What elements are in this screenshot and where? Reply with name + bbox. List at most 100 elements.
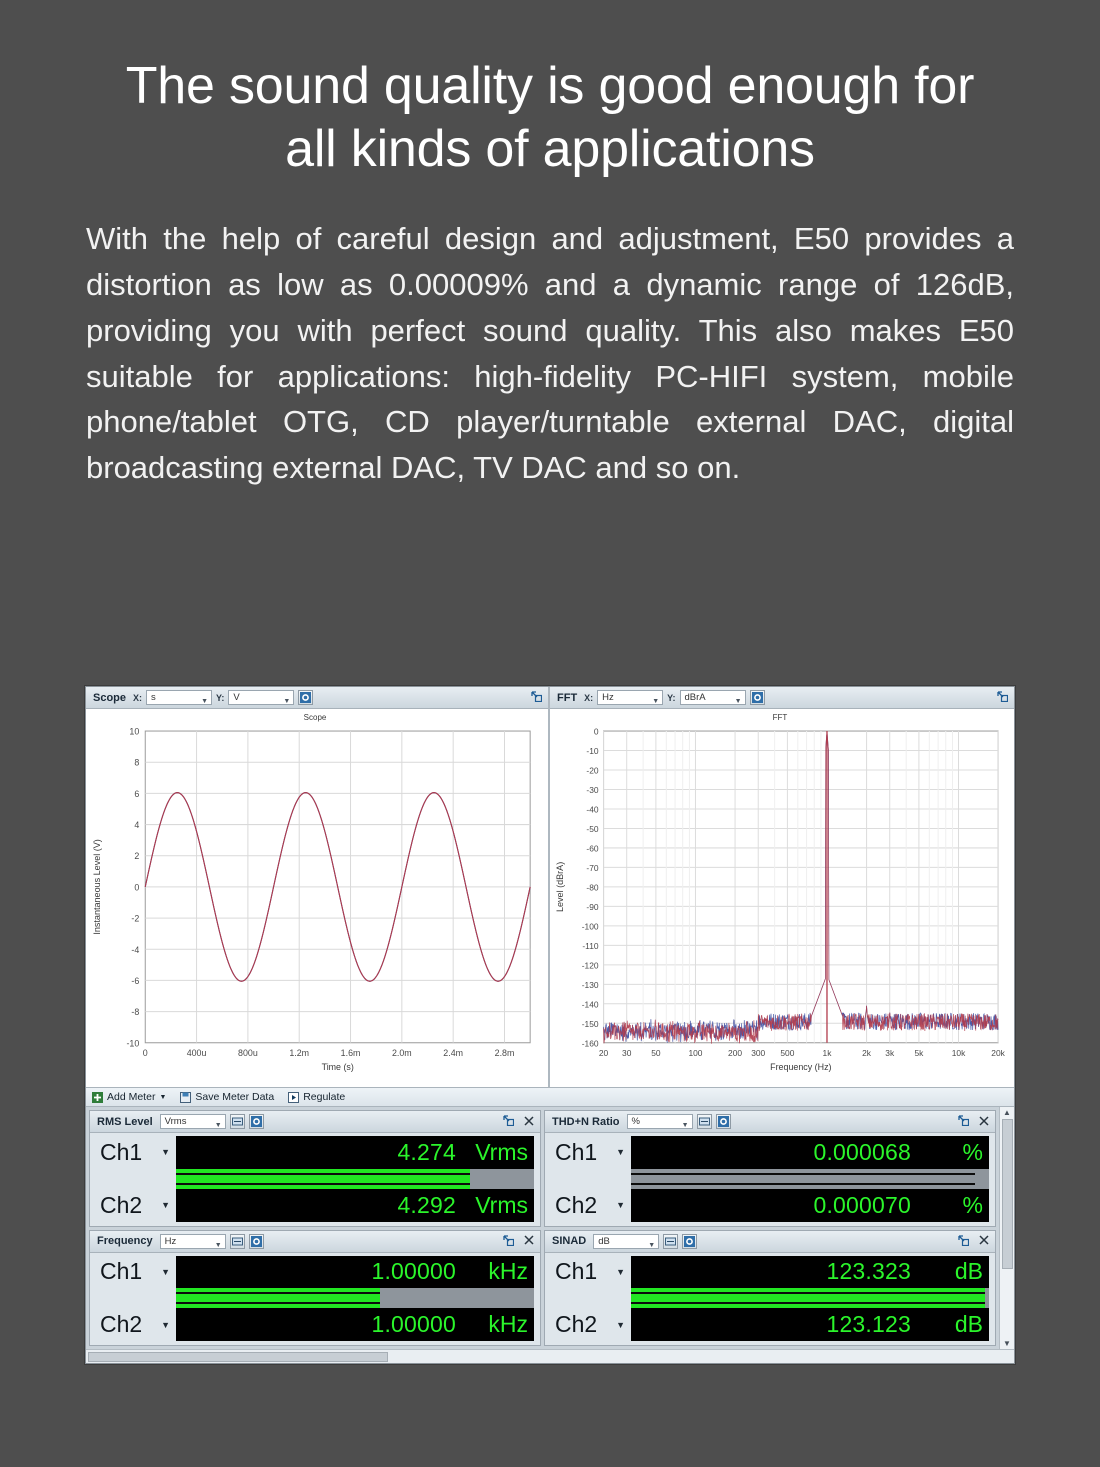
meter-close-button[interactable] <box>522 1114 535 1127</box>
svg-text:2.8m: 2.8m <box>495 1048 515 1058</box>
svg-text:6: 6 <box>134 789 139 799</box>
meter-header: Frequency Hz ▼ <box>90 1230 540 1253</box>
scope-expand-button[interactable] <box>530 690 543 703</box>
channel-selector[interactable]: Ch2 ▼ <box>549 1308 631 1341</box>
svg-text:2: 2 <box>134 851 139 861</box>
meter-display-button[interactable] <box>696 1114 712 1129</box>
scope-panel-header: Scope X: s ▼ Y: V ▼ <box>86 687 548 709</box>
scope-x-axis-tag: X: <box>133 692 143 703</box>
meter-settings-button[interactable] <box>248 1233 264 1249</box>
meter-value: 0.000068 <box>813 1138 911 1165</box>
meter-unit: Vrms <box>475 1138 528 1165</box>
meter-unit-value: % <box>631 1116 640 1127</box>
meter-unit-select[interactable]: Hz ▼ <box>159 1233 226 1249</box>
horizontal-scrollbar[interactable] <box>86 1349 1014 1363</box>
meter-expand-button[interactable] <box>502 1234 515 1247</box>
meter-close-button[interactable] <box>977 1114 990 1127</box>
chevron-down-icon: ▼ <box>616 1319 625 1330</box>
fft-y-unit-select[interactable]: dBrA ▼ <box>679 690 746 705</box>
meter-display-button[interactable] <box>663 1233 679 1249</box>
save-meter-data-button[interactable]: Save Meter Data <box>180 1091 274 1103</box>
meter-close-button[interactable] <box>522 1234 535 1247</box>
channel-label: Ch2 <box>555 1191 598 1218</box>
svg-text:4: 4 <box>134 820 139 830</box>
meter-display-button[interactable] <box>229 1114 245 1129</box>
fft-plot-title: FFT <box>772 713 788 722</box>
meter-unit-select[interactable]: dB ▼ <box>593 1233 660 1249</box>
meter-unit-value: dB <box>598 1235 610 1247</box>
svg-text:-60: -60 <box>586 843 598 853</box>
svg-text:-6: -6 <box>131 976 139 986</box>
meter-settings-button[interactable] <box>715 1114 731 1129</box>
horizontal-scroll-thumb[interactable] <box>88 1351 388 1362</box>
scroll-down-icon[interactable]: ▼ <box>1003 1339 1011 1348</box>
meter-expand-button[interactable] <box>957 1234 970 1247</box>
chevron-down-icon: ▼ <box>161 1266 170 1277</box>
close-icon <box>978 1115 989 1126</box>
fft-chart: 0 -10 -20 -30 -40 -50 -60 -70 -80 -90 -100 -110 -120… <box>555 727 1006 1072</box>
meter-value: 123.323 <box>826 1258 911 1285</box>
scope-panel: Scope X: s ▼ Y: V ▼ <box>86 687 550 1087</box>
meter-expand-button[interactable] <box>957 1114 970 1127</box>
scroll-up-icon[interactable]: ▲ <box>1003 1108 1011 1117</box>
svg-text:-2: -2 <box>131 914 139 924</box>
graph-row: Scope X: s ▼ Y: V ▼ <box>86 687 1014 1087</box>
expand-icon <box>958 1234 969 1246</box>
meter-body: Ch1 ▼ 4.274 Vrms Ch2 ▼ 4.292 Vrms <box>90 1133 540 1226</box>
chevron-down-icon: ▼ <box>201 698 209 705</box>
svg-text:50: 50 <box>651 1048 661 1058</box>
meter-header: THD+N Ratio % ▼ <box>545 1111 995 1133</box>
vertical-scroll-thumb[interactable] <box>1001 1119 1013 1269</box>
channel-selector[interactable]: Ch1 ▼ <box>94 1136 176 1169</box>
svg-text:-40: -40 <box>586 804 598 814</box>
fft-settings-button[interactable] <box>749 690 765 705</box>
fft-y-axis-tag: Y: <box>667 692 676 703</box>
chevron-down-icon: ▼ <box>616 1200 625 1211</box>
meter-settings-button[interactable] <box>682 1233 698 1249</box>
scope-x-unit-select[interactable]: s ▼ <box>146 690 213 705</box>
scope-settings-button[interactable] <box>298 690 314 705</box>
scope-y-unit-value: V <box>233 692 240 703</box>
meter-channel-row: Ch1 ▼ 123.323 dB <box>549 1255 989 1289</box>
meter-toolbar: Add Meter ▼ Save Meter Data Regulate <box>86 1087 1014 1107</box>
meter-display-button[interactable] <box>229 1233 245 1249</box>
channel-selector[interactable]: Ch2 ▼ <box>549 1189 631 1222</box>
scope-chart: 10 8 6 4 2 0 -2 -4 -6 -8 -10 0 400u 800u 1.2m 1.6m 2.0m 2… <box>92 726 531 1072</box>
fft-panel-title: FFT <box>557 691 578 704</box>
channel-selector[interactable]: Ch1 ▼ <box>94 1256 176 1289</box>
meter-title: THD+N Ratio <box>552 1115 620 1128</box>
fft-x-unit-select[interactable]: Hz ▼ <box>597 690 664 705</box>
meter-unit-select[interactable]: % ▼ <box>626 1114 693 1129</box>
chevron-down-icon: ▼ <box>652 698 660 705</box>
meter-close-button[interactable] <box>977 1234 990 1247</box>
add-meter-button[interactable]: Add Meter ▼ <box>92 1091 166 1103</box>
expand-icon <box>503 1115 514 1126</box>
chevron-down-icon: ▼ <box>159 1093 167 1101</box>
fft-plot-area[interactable]: FFT 0 -10 -20 -30 -40 -50 -60 -70 -80 -90 -100 -110… <box>550 709 1014 1087</box>
meters-vertical-scrollbar[interactable]: ▲ ▼ <box>999 1107 1014 1349</box>
meter-settings-button[interactable] <box>248 1114 264 1129</box>
svg-text:-100: -100 <box>582 921 599 931</box>
meter-unit-select[interactable]: Vrms ▼ <box>159 1114 226 1129</box>
svg-text:30: 30 <box>622 1048 632 1058</box>
channel-selector[interactable]: Ch2 ▼ <box>94 1189 176 1222</box>
meter-expand-button[interactable] <box>502 1114 515 1127</box>
meter-title: Frequency <box>97 1235 153 1247</box>
channel-selector[interactable]: Ch2 ▼ <box>94 1308 176 1341</box>
meter-readout: 4.292 Vrms <box>176 1188 534 1222</box>
channel-selector[interactable]: Ch1 ▼ <box>549 1256 631 1289</box>
chevron-down-icon: ▼ <box>648 1241 656 1249</box>
meter-readout: 4.274 Vrms <box>176 1136 534 1169</box>
headline-line-1: The sound quality is good enough for <box>125 57 975 115</box>
chevron-down-icon: ▼ <box>161 1319 170 1330</box>
meter-value: 4.292 <box>397 1191 456 1218</box>
svg-text:3k: 3k <box>885 1048 895 1058</box>
gear-icon <box>250 1116 262 1127</box>
channel-selector[interactable]: Ch1 ▼ <box>549 1136 631 1169</box>
scope-y-unit-select[interactable]: V ▼ <box>228 690 295 705</box>
meter-title: RMS Level <box>97 1115 153 1128</box>
regulate-button[interactable]: Regulate <box>288 1091 345 1103</box>
svg-text:-8: -8 <box>131 1007 139 1017</box>
fft-expand-button[interactable] <box>996 690 1009 703</box>
scope-plot-area[interactable]: Scope 10 8 6 4 2 0 -2 -4 -6 -8 -10 0 400u 800u 1.2m 1.6… <box>86 709 548 1087</box>
